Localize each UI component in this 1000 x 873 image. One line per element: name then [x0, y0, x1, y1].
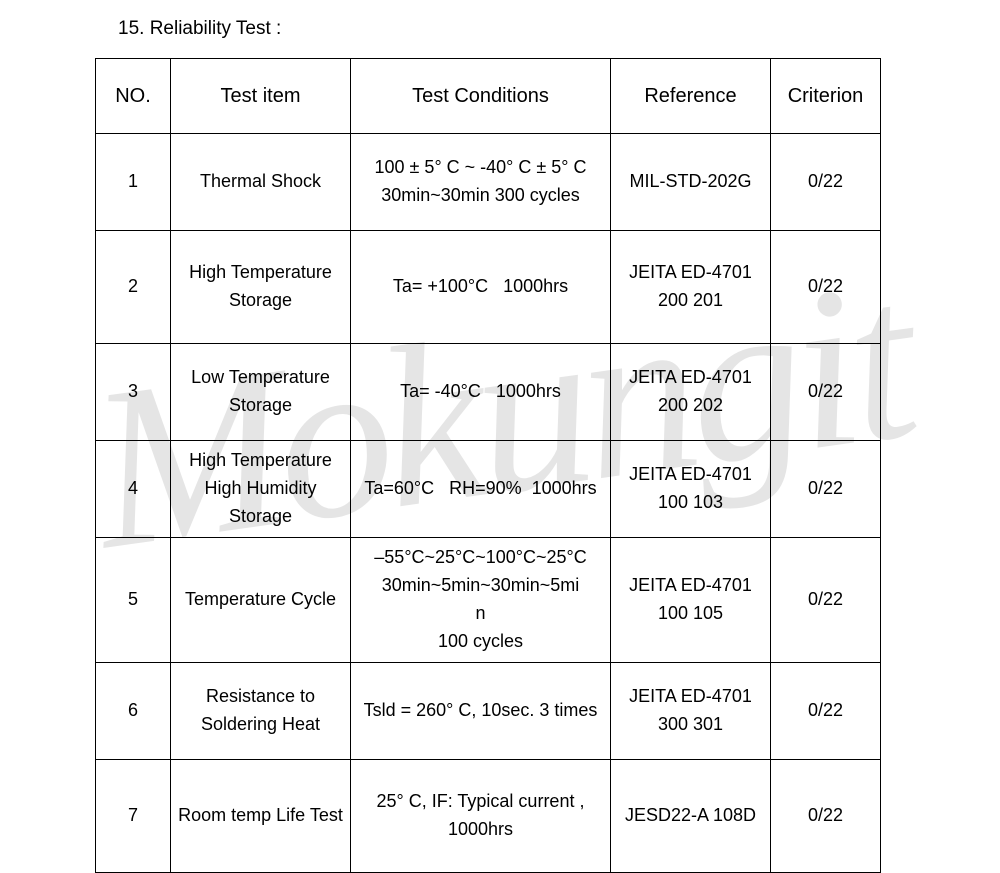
cell-no: 2 — [96, 231, 171, 344]
cell-test-conditions: Ta= +100°C 1000hrs — [351, 231, 611, 344]
table-row: 5Temperature Cycle–55°C~25°C~100°C~25°C3… — [96, 538, 881, 663]
cell-criterion: 0/22 — [771, 344, 881, 441]
cell-test-item: High Temperature High Humidity Storage — [171, 441, 351, 538]
header-item: Test item — [171, 59, 351, 134]
cell-test-conditions: 25° C, IF: Typical current , 1000hrs — [351, 759, 611, 872]
cell-criterion: 0/22 — [771, 538, 881, 663]
cell-criterion: 0/22 — [771, 231, 881, 344]
table-row: 7Room temp Life Test25° C, IF: Typical c… — [96, 759, 881, 872]
cell-test-conditions: Ta=60°C RH=90% 1000hrs — [351, 441, 611, 538]
table-body: 1Thermal Shock100 ± 5° C ~ -40° C ± 5° C… — [96, 134, 881, 873]
cell-test-conditions: Ta= -40°C 1000hrs — [351, 344, 611, 441]
header-ref: Reference — [611, 59, 771, 134]
cell-no: 1 — [96, 134, 171, 231]
cell-no: 3 — [96, 344, 171, 441]
table-row: 2High Temperature StorageTa= +100°C 1000… — [96, 231, 881, 344]
cell-reference: JESD22-A 108D — [611, 759, 771, 872]
cell-reference: MIL-STD-202G — [611, 134, 771, 231]
table-row: 1Thermal Shock100 ± 5° C ~ -40° C ± 5° C… — [96, 134, 881, 231]
cell-test-item: Resistance to Soldering Heat — [171, 662, 351, 759]
cell-criterion: 0/22 — [771, 662, 881, 759]
cell-criterion: 0/22 — [771, 134, 881, 231]
cell-no: 7 — [96, 759, 171, 872]
table-header: NO. Test item Test Conditions Reference … — [96, 59, 881, 134]
page-content: 15. Reliability Test : NO. Test item Tes… — [0, 18, 1000, 873]
header-crit: Criterion — [771, 59, 881, 134]
header-cond: Test Conditions — [351, 59, 611, 134]
cell-test-item: Thermal Shock — [171, 134, 351, 231]
cell-criterion: 0/22 — [771, 759, 881, 872]
cell-no: 6 — [96, 662, 171, 759]
cell-test-item: High Temperature Storage — [171, 231, 351, 344]
cell-reference: JEITA ED-4701 200 201 — [611, 231, 771, 344]
header-no: NO. — [96, 59, 171, 134]
cell-test-item: Temperature Cycle — [171, 538, 351, 663]
cell-no: 4 — [96, 441, 171, 538]
table-row: 6Resistance to Soldering HeatTsld = 260°… — [96, 662, 881, 759]
cell-test-conditions: Tsld = 260° C, 10sec. 3 times — [351, 662, 611, 759]
cell-test-conditions: 100 ± 5° C ~ -40° C ± 5° C30min~30min 30… — [351, 134, 611, 231]
cell-reference: JEITA ED-4701 100 103 — [611, 441, 771, 538]
table-row: 3Low Temperature StorageTa= -40°C 1000hr… — [96, 344, 881, 441]
cell-no: 5 — [96, 538, 171, 663]
cell-test-item: Room temp Life Test — [171, 759, 351, 872]
cell-reference: JEITA ED-4701 200 202 — [611, 344, 771, 441]
cell-reference: JEITA ED-4701 100 105 — [611, 538, 771, 663]
cell-test-conditions: –55°C~25°C~100°C~25°C30min~5min~30min~5m… — [351, 538, 611, 663]
section-title: 15. Reliability Test : — [118, 18, 1000, 40]
cell-criterion: 0/22 — [771, 441, 881, 538]
table-row: 4High Temperature High Humidity StorageT… — [96, 441, 881, 538]
reliability-table: NO. Test item Test Conditions Reference … — [95, 58, 881, 873]
cell-reference: JEITA ED-4701 300 301 — [611, 662, 771, 759]
cell-test-item: Low Temperature Storage — [171, 344, 351, 441]
